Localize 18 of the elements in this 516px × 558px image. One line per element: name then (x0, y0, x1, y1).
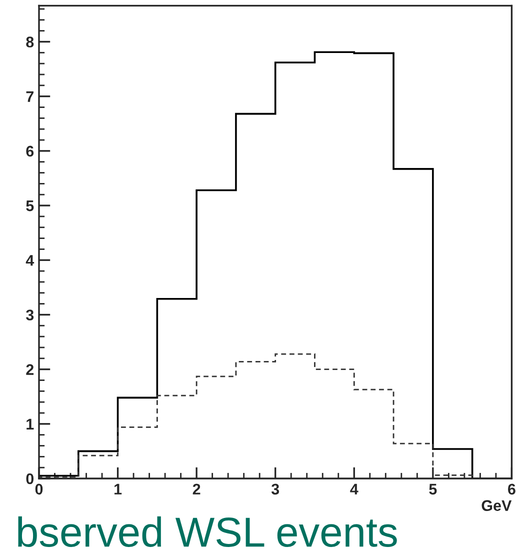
x-tick-label: 1 (114, 484, 122, 494)
x-tick-label: 2 (192, 484, 200, 494)
y-tick-label: 7 (26, 91, 34, 102)
y-tick-label: 6 (26, 146, 34, 157)
y-tick-label: 1 (26, 418, 34, 430)
text: bserved WSL events (18, 516, 397, 547)
x-tick-label: 5 (429, 484, 437, 495)
x-tick-label: 3 (271, 484, 280, 495)
y-tick-label: 4 (26, 255, 34, 266)
x-tick-label: 4 (350, 484, 358, 494)
y-tick-label: 2 (26, 364, 34, 375)
y-tick-label: 5 (26, 200, 34, 212)
y-tick-label: 3 (26, 310, 34, 320)
y-tick-label: 0 (26, 473, 34, 484)
x-tick-label: 0 (35, 484, 43, 495)
x-tick-label: 6 (508, 484, 516, 495)
x-axis-title: GeV (482, 500, 512, 511)
y-tick-label: 8 (26, 36, 34, 48)
